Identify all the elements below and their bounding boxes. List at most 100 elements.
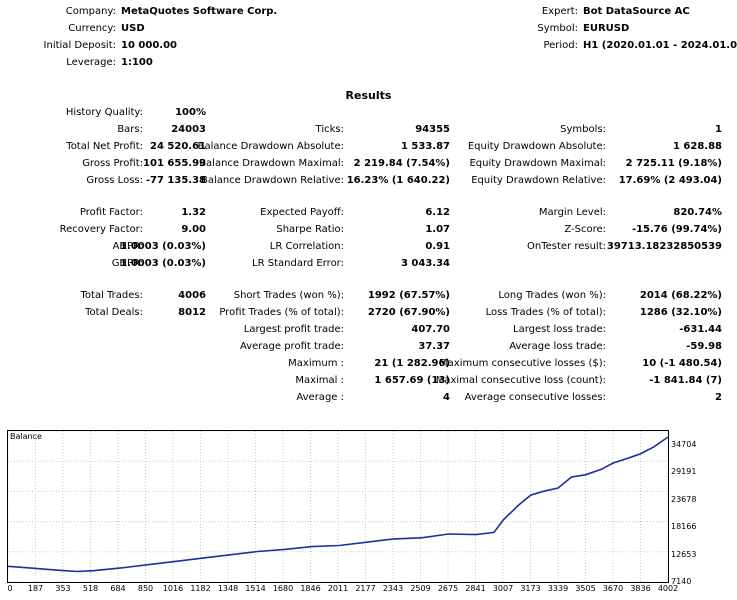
header-label: Leverage:: [66, 57, 116, 68]
result-value: 1286 (32.10%): [639, 307, 722, 318]
header-label: Expert:: [541, 6, 578, 17]
x-tick-label: 1182: [190, 584, 211, 593]
result-label: Total Trades:: [80, 290, 144, 301]
balance-series-line: [8, 436, 668, 573]
result-label: Sharpe Ratio:: [276, 224, 344, 235]
x-tick-label: 3505: [575, 584, 596, 593]
x-tick-label: 1348: [217, 584, 239, 593]
x-tick-label: 187: [27, 584, 44, 593]
result-label: LR Standard Error:: [252, 258, 344, 269]
result-label: Balance Drawdown Maximal:: [199, 158, 344, 169]
result-label: Maximum :: [288, 358, 344, 369]
result-value: 1.32: [181, 207, 206, 218]
result-label: Total Net Profit:: [66, 141, 143, 152]
result-value: -15.76 (99.74%): [631, 224, 722, 235]
result-value: 407.70: [411, 324, 450, 335]
result-value: 100%: [175, 107, 206, 118]
result-value: -1 841.84 (7): [649, 375, 722, 386]
balance-chart: [7, 430, 669, 583]
result-value: 3 043.34: [400, 258, 450, 269]
result-label: GHPR:: [111, 258, 143, 269]
result-label: Balance Drawdown Relative:: [200, 175, 344, 186]
result-label: Balance Drawdown Absolute:: [197, 141, 344, 152]
result-value: 4: [443, 392, 450, 403]
result-label: Maximum consecutive losses ($):: [439, 358, 606, 369]
result-label: Profit Trades (% of total):: [219, 307, 344, 318]
result-value: 2720 (67.90%): [367, 307, 450, 318]
result-label: Equity Drawdown Absolute:: [467, 141, 606, 152]
x-tick-label: 2177: [355, 584, 376, 593]
header-label: Period:: [543, 40, 578, 51]
result-value: 6.12: [425, 207, 450, 218]
result-label: AHPR:: [112, 241, 143, 252]
result-value: 21 (1 282.96): [374, 358, 450, 369]
result-label: Expected Payoff:: [260, 207, 344, 218]
result-label: Gross Loss:: [86, 175, 143, 186]
y-tick-label: 29191: [671, 467, 697, 477]
header-label: Company:: [65, 6, 116, 17]
result-value: -59.98: [686, 341, 722, 352]
x-tick-label: 2509: [410, 584, 431, 593]
result-label: Largest loss trade:: [513, 324, 606, 335]
x-tick-label: 3670: [602, 584, 624, 593]
result-label: Maximal :: [295, 375, 344, 386]
result-label: Total Deals:: [85, 307, 143, 318]
result-value: 37.37: [418, 341, 450, 352]
x-tick-label: 2343: [382, 584, 404, 593]
result-label: Loss Trades (% of total):: [485, 307, 606, 318]
x-tick-label: 2675: [437, 584, 459, 593]
header-value: EURUSD: [583, 23, 630, 34]
x-tick-label: 1016: [162, 584, 184, 593]
result-value: 2014 (68.22%): [639, 290, 722, 301]
y-tick-label: 12653: [671, 549, 697, 559]
x-tick-label: 2841: [465, 584, 486, 593]
x-tick-label: 1680: [272, 584, 294, 593]
header-value: 1:100: [121, 57, 153, 68]
result-label: Maximal consecutive loss (count):: [435, 375, 606, 386]
result-value: 1: [715, 124, 722, 135]
result-label: Average loss trade:: [509, 341, 606, 352]
x-tick-label: 3339: [547, 584, 569, 593]
result-value: 1992 (67.57%): [367, 290, 450, 301]
chart-title: Balance: [10, 432, 42, 441]
y-tick-label: 23678: [671, 494, 697, 504]
x-tick-label: 1846: [300, 584, 321, 593]
header-label: Currency:: [68, 23, 116, 34]
header-value: Bot DataSource AC: [583, 6, 690, 17]
result-value: 101 655.99: [143, 158, 206, 169]
x-tick-label: 2011: [327, 584, 349, 593]
y-tick-label: 18166: [671, 522, 697, 532]
x-tick-label: 684: [110, 584, 126, 593]
result-value: 2 219.84 (7.54%): [353, 158, 450, 169]
x-tick-label: 353: [55, 584, 71, 593]
result-value: 2 725.11 (9.18%): [625, 158, 722, 169]
result-value: 1.0003 (0.03%): [120, 258, 206, 269]
result-label: Profit Factor:: [79, 207, 143, 218]
results-title: Results: [345, 89, 392, 102]
header-value: H1 (2020.01.01 - 2024.01.01): [583, 40, 737, 51]
result-label: Recovery Factor:: [59, 224, 143, 235]
result-label: Average profit trade:: [239, 341, 344, 352]
result-label: Z-Score:: [564, 224, 606, 235]
result-value: 10 (-1 480.54): [642, 358, 722, 369]
x-tick-label: 4002: [657, 584, 679, 593]
header-value: USD: [121, 23, 145, 34]
x-tick-label: 0: [7, 584, 13, 593]
header-value: MetaQuotes Software Corp.: [121, 6, 278, 17]
result-label: Bars:: [117, 124, 143, 135]
result-value: 39713.18232850539: [606, 241, 722, 252]
result-label: Long Trades (won %):: [498, 290, 606, 301]
x-tick-label: 3173: [520, 584, 541, 593]
result-label: Ticks:: [315, 124, 344, 135]
result-label: Symbols:: [560, 124, 606, 135]
result-value: 8012: [178, 307, 206, 318]
balance-chart-plot: [8, 431, 668, 582]
result-value: 1.0003 (0.03%): [120, 241, 206, 252]
result-value: 24 520.61: [150, 141, 206, 152]
x-tick-label: 850: [137, 584, 154, 593]
result-label: LR Correlation:: [269, 241, 344, 252]
y-tick-label: 7140: [671, 577, 692, 586]
result-value: 17.69% (2 493.04): [618, 175, 722, 186]
result-label: Average :: [296, 392, 344, 403]
result-value: 820.74%: [673, 207, 722, 218]
